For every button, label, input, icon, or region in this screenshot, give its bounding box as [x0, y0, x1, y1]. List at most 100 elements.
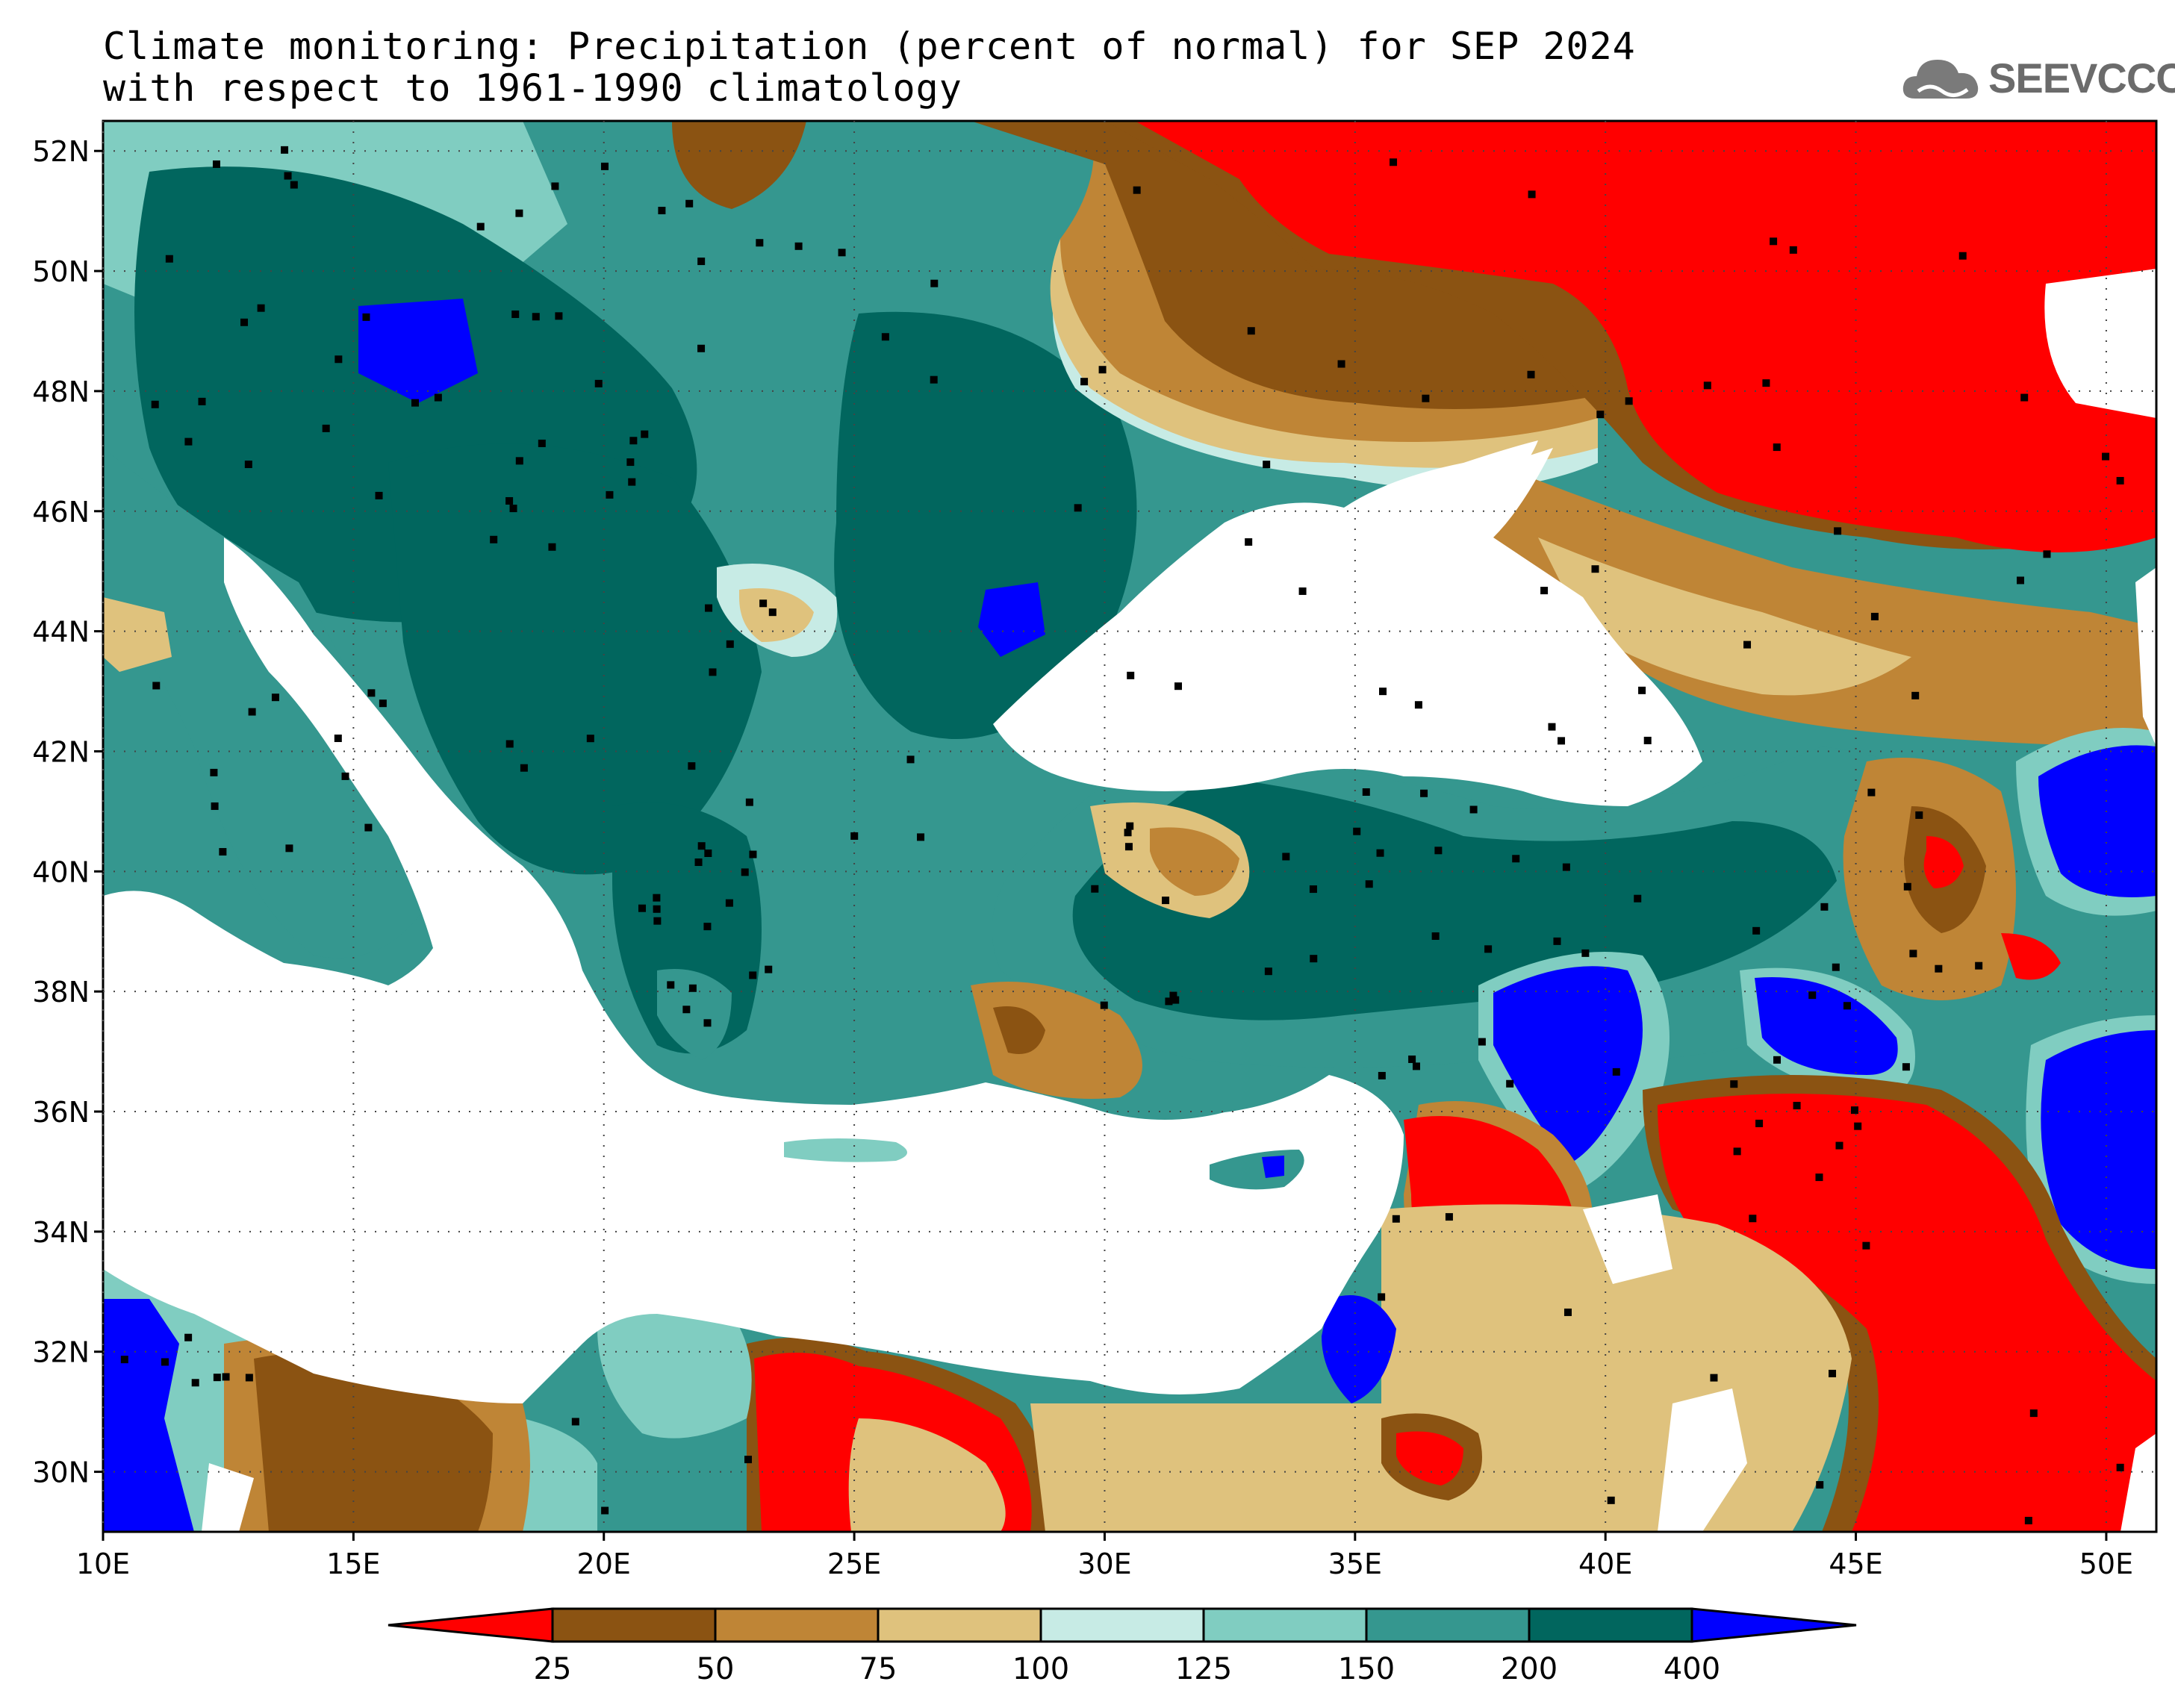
station-marker	[697, 842, 706, 850]
station-marker	[191, 1379, 199, 1387]
station-marker	[1169, 991, 1177, 1000]
station-marker	[725, 899, 733, 907]
station-marker	[2043, 550, 2051, 558]
lon-tick-label: 25E	[827, 1548, 881, 1580]
station-marker	[1867, 788, 1876, 797]
lat-tick-label: 48N	[32, 375, 90, 408]
seevccc-logo: SEEVCCC	[1900, 45, 2175, 112]
title-line-1: Climate monitoring: Precipitation (perce…	[103, 25, 1636, 68]
station-marker	[515, 457, 523, 465]
station-marker	[1124, 829, 1132, 837]
colorbar-segment	[877, 1607, 1042, 1643]
station-marker	[794, 242, 803, 250]
station-marker	[248, 708, 256, 716]
colorbar-label: 100	[1012, 1652, 1069, 1686]
station-marker	[411, 399, 420, 407]
station-marker	[1171, 996, 1180, 1004]
station-marker	[658, 207, 666, 215]
station-marker	[744, 1456, 752, 1464]
station-marker	[151, 400, 159, 408]
station-marker	[1591, 565, 1599, 573]
station-marker	[600, 162, 609, 170]
station-marker	[2029, 1409, 2038, 1418]
station-marker	[1703, 381, 1711, 390]
lat-tick-label: 38N	[32, 976, 90, 1009]
station-marker	[334, 735, 342, 743]
map-title: Climate monitoring: Precipitation (perce…	[103, 25, 1636, 109]
station-marker	[538, 439, 546, 447]
station-marker	[1527, 370, 1535, 378]
station-marker	[749, 850, 757, 858]
station-marker	[1528, 190, 1536, 199]
station-marker	[184, 437, 193, 446]
station-marker	[1710, 1374, 1718, 1382]
lat-tick-label: 46N	[32, 496, 90, 529]
station-marker	[667, 981, 675, 989]
station-marker	[1563, 1308, 1572, 1316]
colorbar-segment	[551, 1607, 717, 1643]
station-marker	[1643, 736, 1652, 744]
station-marker	[244, 461, 252, 469]
station-marker	[726, 640, 734, 648]
station-marker	[161, 1358, 169, 1366]
station-marker	[1854, 1122, 1862, 1130]
station-marker	[1820, 903, 1829, 911]
station-marker	[1445, 1213, 1453, 1221]
station-marker	[1749, 1215, 1757, 1223]
station-marker	[694, 858, 703, 867]
station-marker	[1773, 1056, 1782, 1064]
station-marker	[1562, 863, 1570, 871]
map-frame	[102, 119, 2158, 1533]
station-marker	[626, 458, 635, 467]
station-marker	[1634, 894, 1642, 903]
station-marker	[515, 209, 523, 217]
station-marker	[1365, 880, 1373, 888]
station-marker	[1975, 961, 1983, 970]
colorbar-segment	[1365, 1607, 1531, 1643]
lat-tick-label: 36N	[32, 1096, 90, 1129]
colorbar-segment	[1202, 1607, 1368, 1643]
lat-tick-label: 44N	[32, 616, 90, 649]
station-marker	[629, 437, 638, 445]
station-marker	[1245, 538, 1253, 546]
station-marker	[1337, 360, 1345, 368]
station-marker	[682, 1006, 691, 1014]
station-marker	[741, 868, 749, 876]
station-marker	[850, 832, 859, 840]
lat-tick-label: 40N	[32, 855, 90, 888]
station-markers	[120, 146, 2124, 1524]
station-marker	[688, 762, 696, 770]
station-marker	[362, 313, 370, 321]
station-marker	[271, 694, 279, 702]
station-marker	[1770, 237, 1778, 246]
station-marker	[551, 182, 559, 190]
station-marker	[212, 160, 220, 168]
station-marker	[2017, 576, 2025, 585]
station-marker	[1902, 1063, 1910, 1071]
station-marker	[759, 599, 768, 608]
station-marker	[1310, 955, 1318, 963]
station-marker	[2024, 1516, 2032, 1524]
station-marker	[1638, 686, 1646, 694]
station-marker	[1596, 411, 1605, 419]
station-marker	[165, 255, 173, 263]
station-marker	[281, 146, 289, 154]
station-marker	[628, 478, 636, 486]
station-marker	[1422, 394, 1430, 402]
station-marker	[1903, 882, 1911, 891]
station-marker	[1540, 587, 1549, 595]
station-marker	[1935, 964, 1943, 973]
station-marker	[1548, 723, 1556, 731]
station-marker	[2116, 476, 2124, 484]
lon-tick-label: 45E	[1829, 1548, 1882, 1580]
station-marker	[606, 490, 614, 499]
station-marker	[1420, 789, 1428, 797]
station-marker	[1100, 1001, 1108, 1009]
colorbar-high-arrow	[1690, 1607, 1857, 1643]
logo-text: SEEVCCC	[1988, 54, 2175, 102]
station-marker	[586, 735, 594, 743]
station-marker	[245, 1374, 253, 1382]
station-marker	[1829, 1369, 1837, 1377]
station-marker	[1247, 327, 1255, 335]
colorbar-label: 200	[1501, 1652, 1558, 1686]
